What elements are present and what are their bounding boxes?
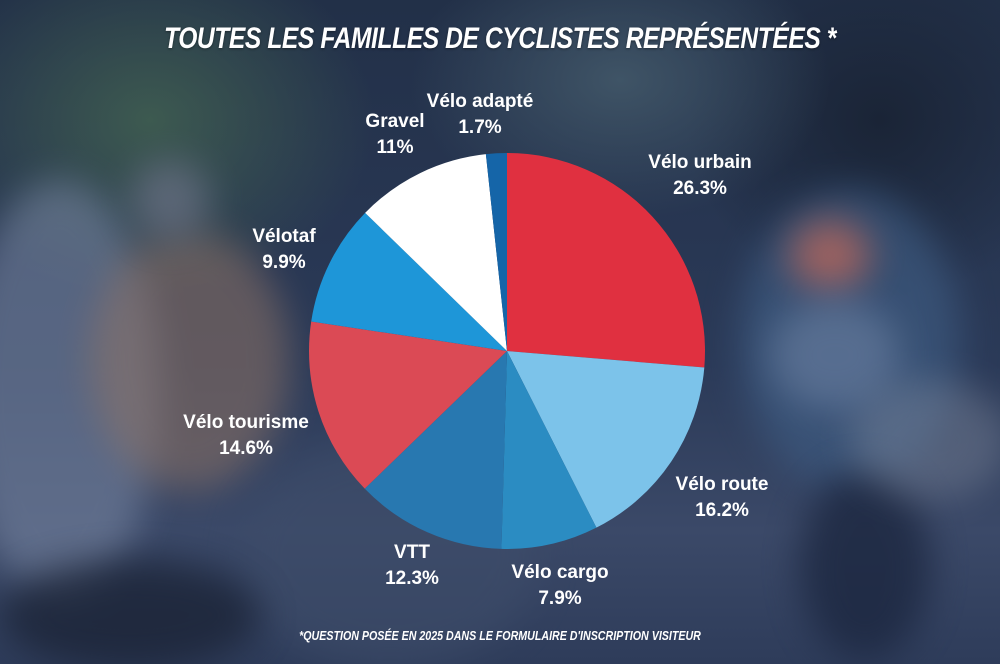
slice-label-velo-tourisme: Vélo tourisme [183,412,309,433]
slice-label-velo-urbain: Vélo urbain [648,152,751,173]
slice-label-velotaf: Vélotaf [252,226,316,247]
slice-value-velo-tourisme: 14.6% [219,438,273,459]
pie-slice-velo-adapte [485,153,507,351]
pie-slices [308,153,705,549]
slice-value-velotaf: 9.9% [262,252,305,273]
pie-slice-velo-cargo [501,351,597,549]
slice-value-velo-route: 16.2% [695,500,749,521]
footnote: *QUESTION POSÉE EN 2025 DANS LE FORMULAI… [299,628,701,643]
slice-value-velo-adapte: 1.7% [458,117,501,138]
slice-label-velo-adapte: Vélo adapté [427,91,534,112]
slice-label-gravel: Gravel [365,111,424,132]
pie-slice-velo-route [507,351,705,528]
blurred-backpack-body [770,300,900,410]
slice-label-velo-cargo: Vélo cargo [511,562,608,583]
blurred-cyclist-jacket [90,230,290,490]
slice-label-velo-route: Vélo route [676,474,769,495]
slice-value-vtt: 12.3% [385,568,439,589]
blurred-road [850,380,1000,500]
blurred-backpack [790,220,870,290]
slice-value-gravel: 11% [377,137,414,158]
pie-slice-velo-tourisme [308,321,507,489]
blurred-cyclist-head [130,160,210,240]
pie-slice-velo-urbain [507,153,705,368]
slice-value-velo-urbain: 26.3% [673,178,727,199]
chart-title: TOUTES LES FAMILLES DE CYCLISTES REPRÉSE… [164,22,836,55]
slice-label-vtt: VTT [394,542,430,563]
blurred-foreground [0,560,260,664]
pie-labels: Vélo urbain 26.3% Vélo route 16.2% Vélo carg… [183,91,768,609]
pie-slice-gravel [365,154,507,351]
blurred-legs [800,470,930,660]
slice-value-velo-cargo: 7.9% [538,588,581,609]
pie-slice-vtt [364,351,507,549]
pie-slice-velotaf [311,212,507,351]
